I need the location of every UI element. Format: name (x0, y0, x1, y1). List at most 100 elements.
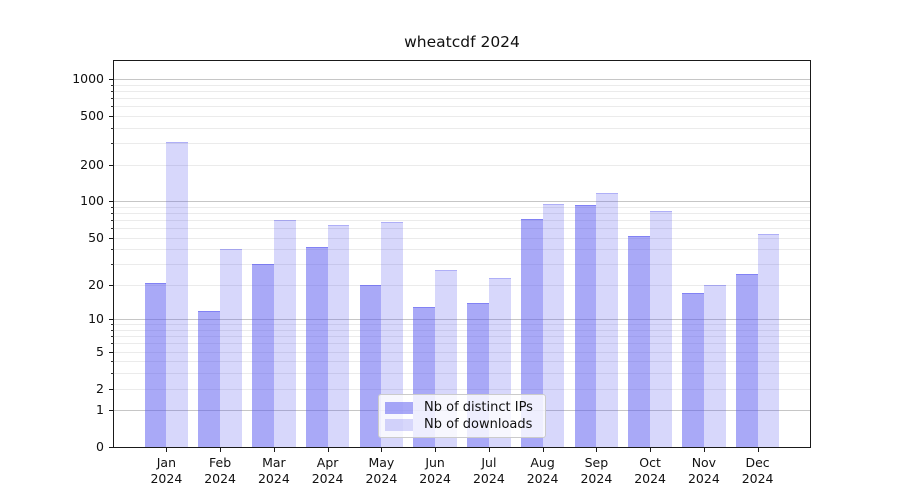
bar-downloads-jan (166, 141, 189, 447)
x-tick-month: Dec (745, 455, 770, 470)
x-tick-month: Nov (691, 455, 717, 470)
y-tick-mark-2 (109, 388, 114, 390)
bar-downloads-apr (327, 224, 350, 447)
axis-layer: 1000 500 200 100 50 20 10 5 2 1 0 Jan 2024 Feb 2024 Mar… (72, 61, 810, 486)
x-tick-year: 2024 (419, 471, 451, 486)
gridline-minor-4 (114, 361, 810, 363)
gridline-major-10 (114, 319, 810, 321)
x-tick-label-nov: Nov 2024 (672, 455, 736, 487)
x-tick-year: 2024 (365, 471, 398, 486)
y-minortick-7 (111, 336, 114, 338)
x-tick-mark-jun (435, 447, 437, 452)
bar-downloads-may (381, 222, 404, 447)
gridline-minor-400 (114, 128, 810, 129)
gridline-minor-5 (114, 351, 810, 353)
bar-distinct-ips-mar (252, 264, 274, 447)
y-tick-label-100: 100 (80, 193, 104, 209)
x-tick-year: 2024 (150, 471, 183, 486)
bar-distinct-ips-feb (198, 310, 221, 447)
y-tick-label-1000: 1000 (72, 71, 104, 87)
x-tick-month: Aug (530, 455, 555, 470)
x-tick-year: 2024 (472, 471, 505, 486)
gridline-minor-8 (114, 330, 810, 331)
gridline-minor-200 (114, 164, 810, 166)
y-tick-mark-1000 (109, 79, 114, 81)
gridline-minor-9 (114, 324, 810, 326)
x-tick-label-sep: Sep 2024 (564, 455, 628, 487)
gridline-major-100 (114, 201, 810, 203)
x-tick-mark-jan (166, 447, 168, 452)
x-tick-label-feb: Feb 2024 (188, 455, 252, 487)
bar-downloads-sep (596, 193, 619, 447)
grid-layer (114, 61, 810, 447)
y-tick-label-2: 2 (96, 380, 104, 396)
x-tick-mark-dec (757, 447, 759, 452)
bar-downloads-nov (703, 285, 726, 447)
y-minortick-800 (111, 91, 114, 93)
chart-title: wheatcdf 2024 (404, 33, 520, 51)
bar-downloads-feb (220, 249, 242, 447)
bar-distinct-ips-sep (574, 205, 597, 447)
x-tick-month: Jul (481, 455, 497, 470)
gridline-minor-70 (114, 220, 810, 222)
y-tick-mark-10 (109, 319, 114, 321)
bar-distinct-ips-nov (682, 293, 704, 447)
x-tick-label-mar: Mar 2024 (242, 455, 306, 487)
y-tick-mark-1 (109, 410, 114, 412)
y-tick-label-20: 20 (88, 277, 104, 292)
bar-distinct-ips-dec (735, 273, 758, 447)
gridline-minor-700 (114, 98, 810, 100)
x-tick-year: 2024 (634, 471, 666, 486)
y-tick-label-50: 50 (88, 229, 104, 245)
gridline-minor-80 (114, 213, 810, 215)
bar-distinct-ips-may (359, 285, 382, 447)
gridline-minor-3 (114, 373, 810, 375)
y-minortick-30 (111, 264, 114, 266)
x-tick-month: Jan (156, 455, 177, 470)
y-tick-mark-0 (109, 447, 114, 448)
gridline-minor-6 (114, 343, 810, 345)
x-tick-mark-jul (488, 447, 490, 452)
y-minortick-600 (111, 106, 114, 108)
y-minortick-400 (111, 128, 114, 129)
y-tick-label-10: 10 (88, 311, 104, 327)
gridline-minor-50 (114, 237, 810, 239)
y-tick-mark-100 (109, 201, 114, 203)
y-tick-mark-200 (109, 164, 114, 166)
gridline-minor-90 (114, 206, 810, 208)
legend-row-distinct-ips: Nb of distinct IPs (385, 399, 537, 416)
x-tick-mark-nov (703, 447, 705, 452)
y-tick-label-5: 5 (96, 343, 104, 359)
y-tick-label-1: 1 (96, 402, 104, 418)
gridline-minor-30 (114, 264, 810, 266)
x-tick-mark-oct (650, 447, 652, 452)
y-minortick-3 (111, 373, 114, 375)
x-tick-month: May (368, 455, 395, 470)
x-tick-year: 2024 (204, 471, 236, 486)
bar-downloads-mar (273, 220, 296, 447)
legend-label-downloads: Nb of downloads (424, 417, 533, 432)
bar-distinct-ips-oct (628, 235, 651, 447)
x-tick-month: Mar (262, 455, 286, 470)
y-minortick-60 (111, 228, 114, 230)
y-minortick-300 (111, 143, 114, 145)
gridline-minor-20 (114, 285, 810, 286)
y-minortick-70 (111, 220, 114, 222)
x-tick-label-oct: Oct 2024 (618, 455, 682, 487)
y-minortick-9 (111, 324, 114, 326)
x-tick-year: 2024 (257, 471, 290, 486)
bars-layer (114, 61, 810, 447)
x-tick-label-jul: Jul 2024 (457, 455, 521, 487)
legend-swatch-distinct-ips (385, 401, 413, 414)
y-tick-label-200: 200 (80, 156, 104, 172)
bar-downloads-aug (542, 204, 565, 447)
x-tick-mark-aug (542, 447, 544, 452)
x-tick-month: Feb (209, 455, 232, 470)
gridline-minor-60 (114, 228, 810, 230)
x-tick-month: Sep (584, 455, 609, 470)
y-tick-mark-50 (109, 237, 114, 239)
gridline-minor-300 (114, 143, 810, 145)
gridline-minor-800 (114, 91, 810, 93)
y-minortick-40 (111, 249, 114, 251)
